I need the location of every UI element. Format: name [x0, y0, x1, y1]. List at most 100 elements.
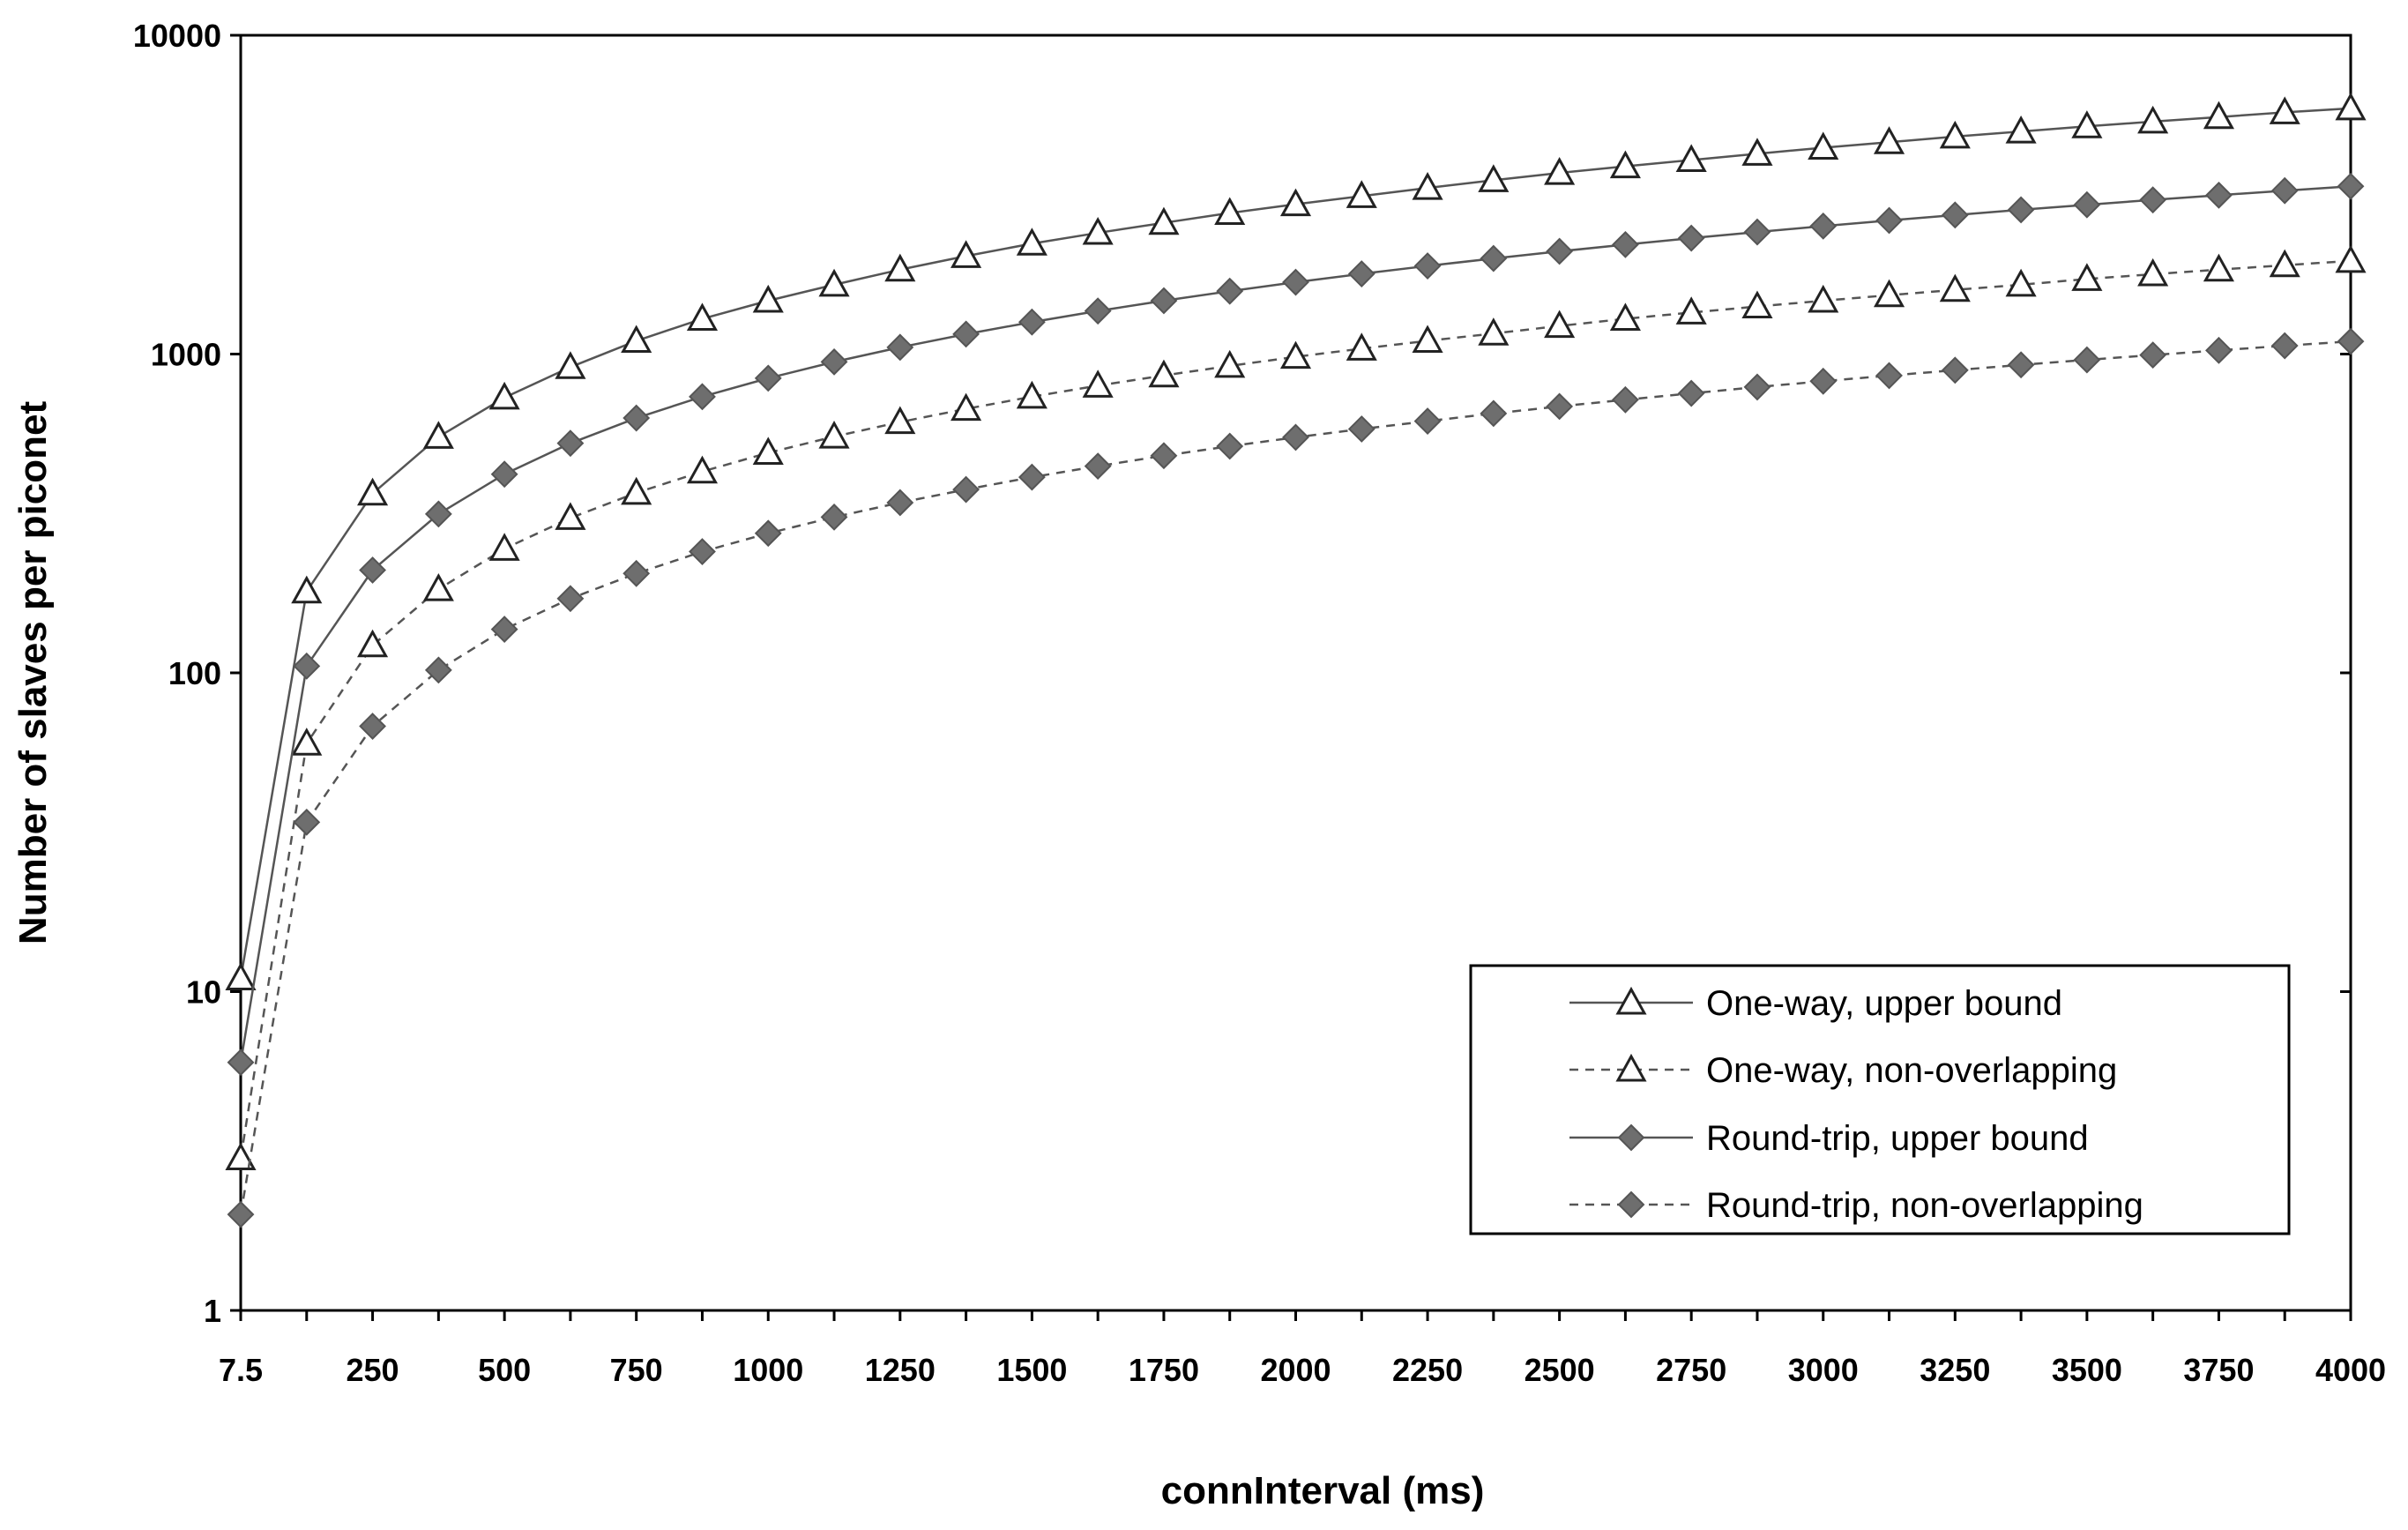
data-point [1282, 268, 1309, 296]
x-tick-label: 1500 [996, 1352, 1067, 1388]
data-point [1544, 157, 1576, 185]
data-point [2137, 257, 2169, 287]
data-point [556, 585, 585, 613]
data-point [752, 437, 784, 465]
data-point [2269, 96, 2300, 124]
data-point [2139, 186, 2167, 214]
data-point [1675, 144, 1707, 173]
data-point [424, 656, 452, 684]
legend-box [1469, 964, 2291, 1235]
data-point [1478, 164, 1510, 192]
data-point [2073, 346, 2101, 374]
y-tick-label: 10000 [133, 18, 221, 54]
data-point [1148, 206, 1180, 235]
data-point [754, 364, 782, 392]
data-point [1279, 188, 1312, 217]
data-point [686, 455, 719, 484]
x-tick-label: 7.5 [219, 1352, 263, 1388]
data-point [1282, 423, 1309, 452]
data-point [1808, 284, 1839, 313]
data-point [1609, 150, 1641, 179]
x-tick-label: 500 [478, 1352, 531, 1388]
data-point [1743, 373, 1771, 401]
data-point [424, 500, 452, 528]
data-point [293, 652, 321, 680]
data-point [291, 575, 323, 604]
data-point [1018, 308, 1046, 336]
data-point [357, 629, 389, 658]
data-point [886, 489, 914, 517]
x-tick-label: 2250 [1392, 1352, 1463, 1388]
x-tick-label: 3750 [2183, 1352, 2254, 1388]
data-point [2270, 176, 2299, 205]
y-tick-label: 10 [186, 974, 221, 1011]
data-point [1016, 228, 1047, 256]
data-point [555, 502, 586, 530]
data-point [2205, 336, 2233, 364]
data-point [422, 421, 454, 449]
data-point [1347, 415, 1375, 443]
data-point [1413, 252, 1442, 280]
data-point [1939, 273, 1971, 302]
data-point [820, 503, 848, 531]
data-point [754, 519, 782, 548]
data-point [2203, 253, 2234, 282]
data-point [2335, 92, 2367, 121]
data-point [1809, 212, 1838, 240]
data-point [1546, 237, 1574, 265]
series-0 [225, 92, 2367, 991]
data-point [2137, 105, 2169, 134]
data-point [951, 240, 982, 268]
data-point [1214, 197, 1246, 226]
x-tick-label: 2500 [1525, 1352, 1595, 1388]
data-point [2205, 181, 2233, 209]
data-point [1741, 138, 1773, 166]
data-point [2269, 249, 2300, 278]
data-point [623, 404, 651, 432]
series-line [239, 259, 2352, 1159]
legend-label: Round-trip, upper bound [1706, 1119, 2089, 1158]
data-point [621, 325, 652, 354]
data-point [1875, 206, 1903, 235]
data-point [884, 253, 916, 282]
data-point [1611, 230, 1639, 258]
data-point [2203, 101, 2234, 130]
data-point [952, 320, 980, 348]
data-point [2071, 110, 2103, 138]
data-point [1675, 296, 1707, 325]
x-tick-label: 3500 [2052, 1352, 2122, 1388]
data-point [686, 302, 719, 332]
data-point [1346, 332, 1377, 361]
data-point [1941, 201, 1969, 229]
data-point [1609, 302, 1641, 332]
data-point [884, 406, 916, 435]
y-tick-label: 100 [168, 655, 221, 691]
data-point [752, 284, 784, 313]
data-point [1148, 359, 1180, 388]
series-2 [227, 172, 2365, 1077]
y-axis: 1 10 100 1000 10000 [133, 18, 2351, 1329]
data-point [2007, 196, 2035, 224]
data-point [1413, 407, 1442, 435]
data-point [1016, 380, 1047, 409]
series-1 [225, 244, 2367, 1171]
data-point [621, 476, 652, 505]
data-point [1809, 367, 1838, 395]
data-point [1347, 260, 1375, 287]
legend: One-way, upper bound One-way, non-overlap… [1469, 964, 2291, 1235]
data-point [1018, 463, 1046, 491]
data-point [490, 616, 518, 643]
data-point [1412, 325, 1443, 354]
data-point [1741, 290, 1773, 319]
data-point [952, 475, 980, 504]
data-point [1084, 297, 1112, 325]
data-point [1279, 340, 1312, 369]
data-point [1611, 385, 1639, 414]
data-point [293, 808, 321, 836]
data-point [359, 556, 386, 584]
data-point [227, 1200, 255, 1228]
x-tick-label: 250 [347, 1352, 399, 1388]
data-point [556, 429, 585, 458]
data-point [1082, 369, 1114, 398]
